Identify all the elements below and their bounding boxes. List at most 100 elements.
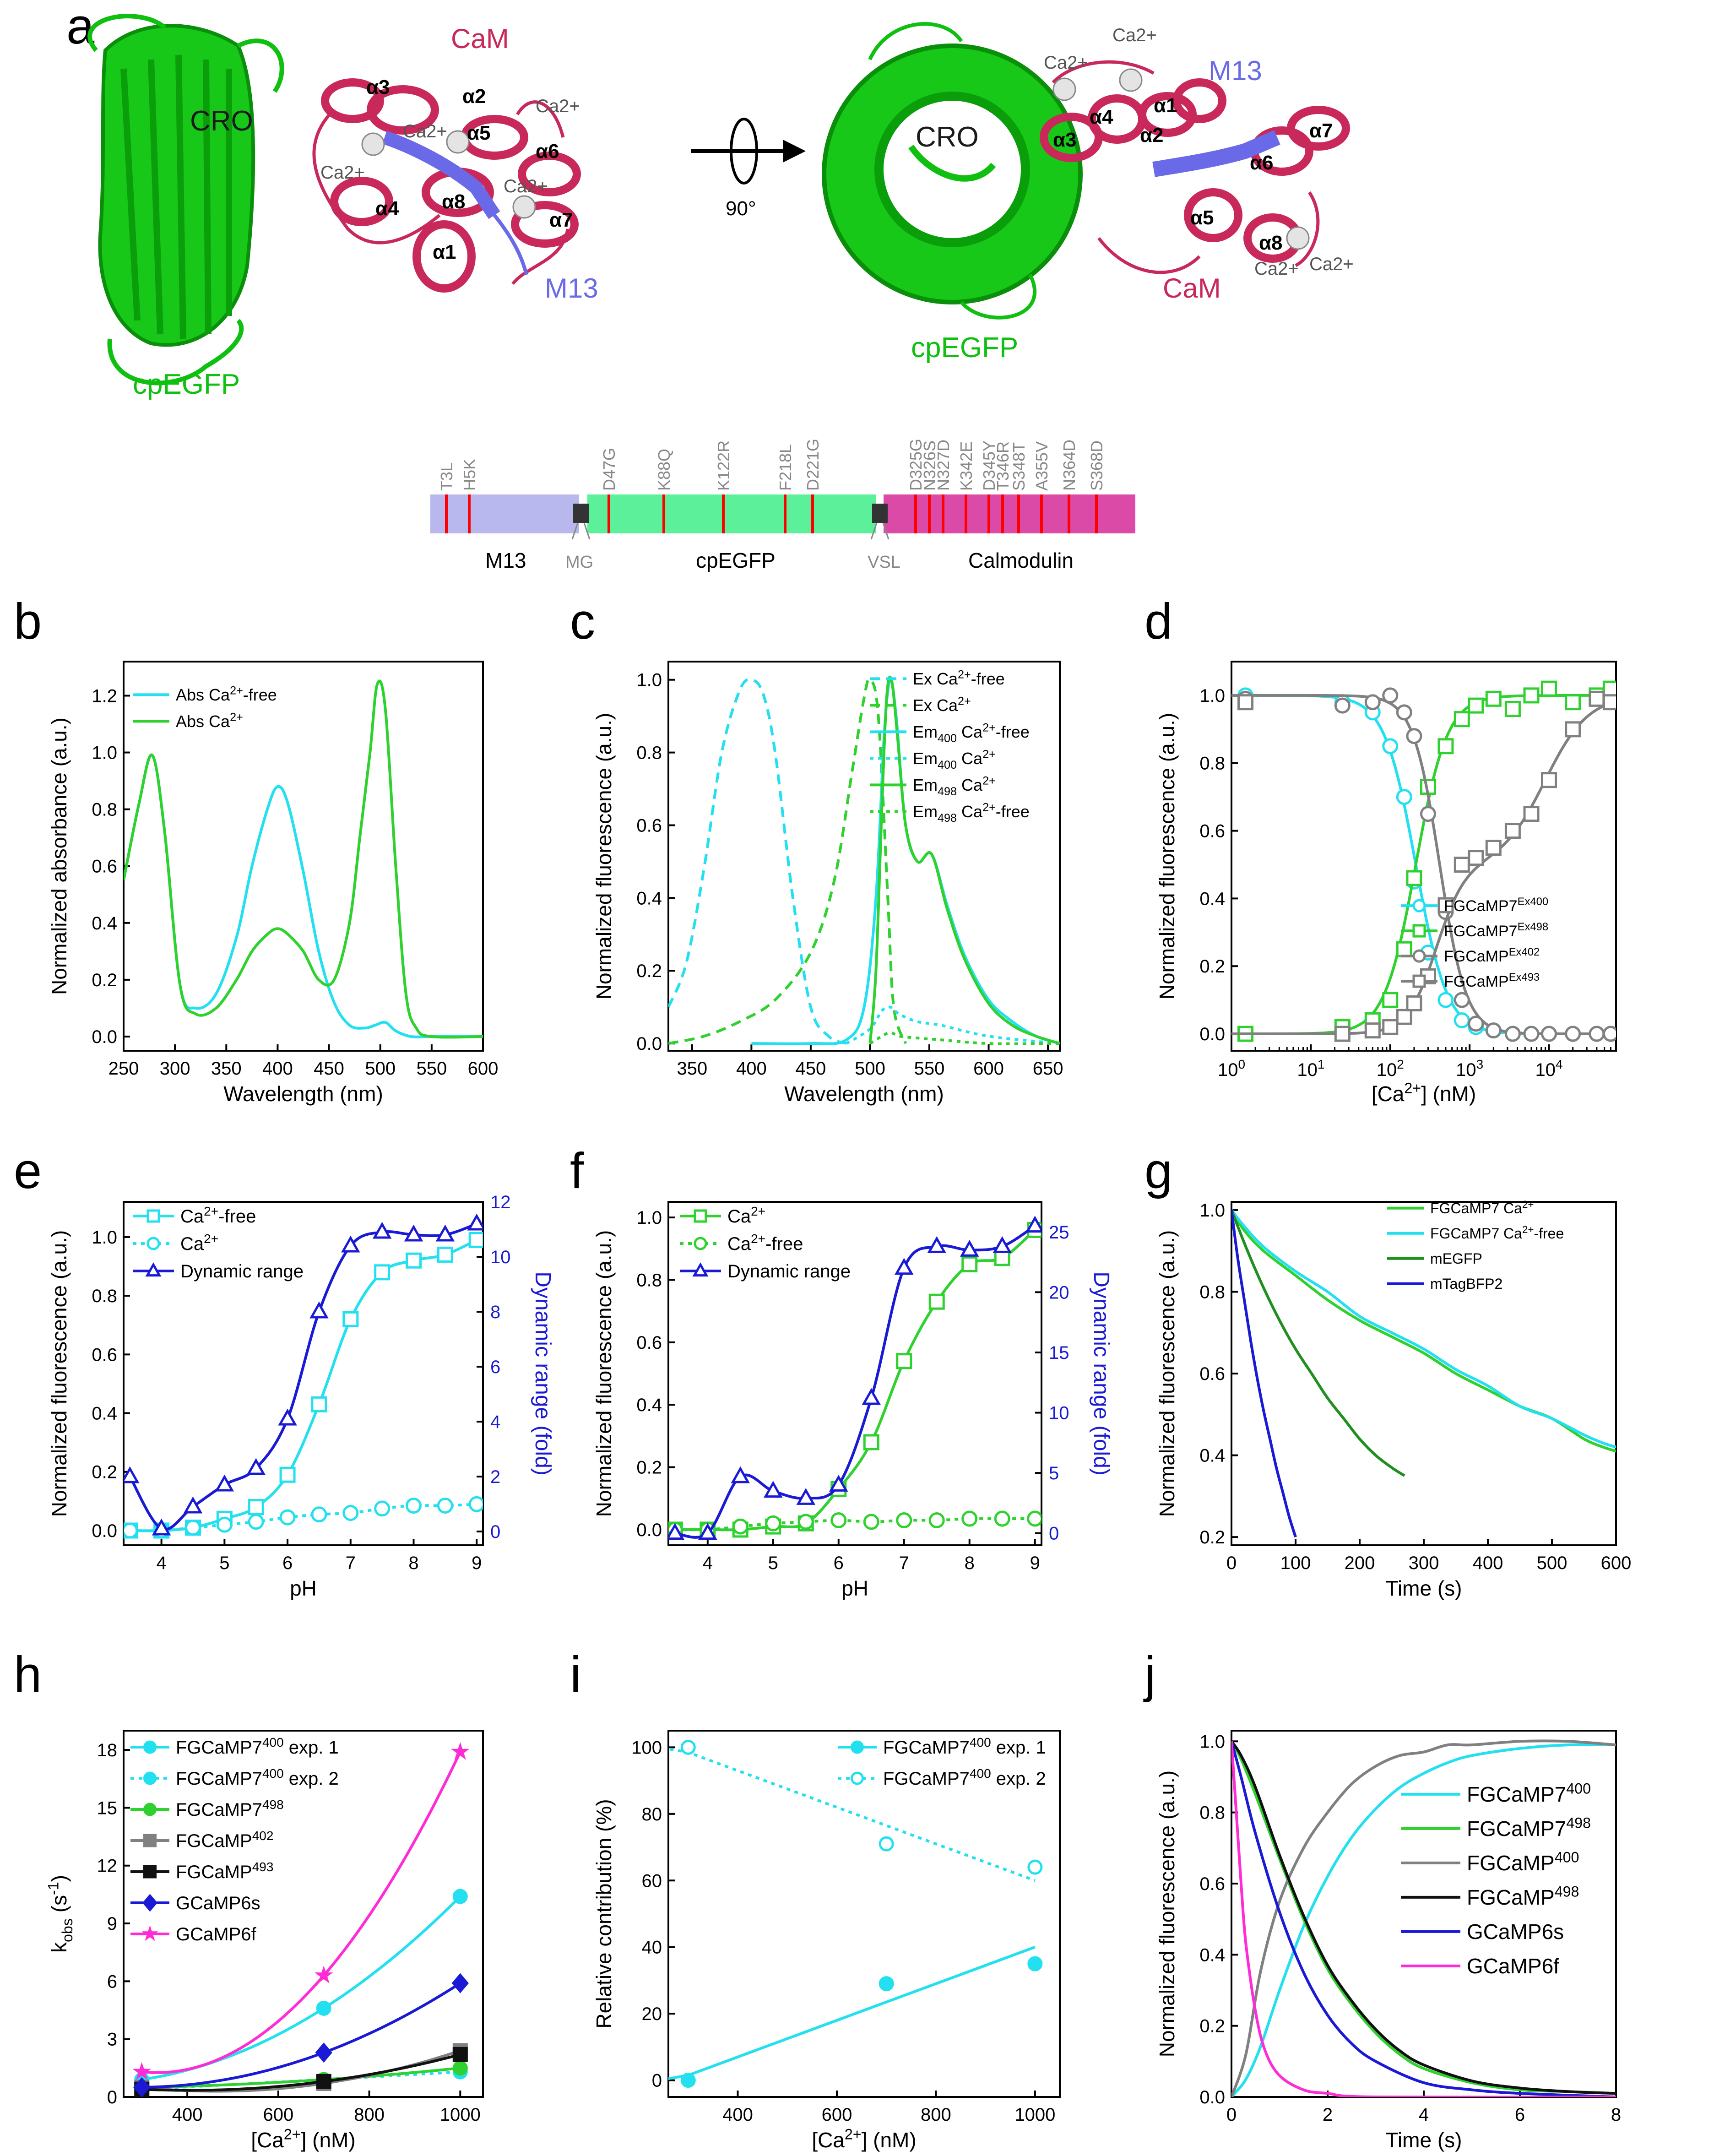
text-span: 498 (938, 785, 957, 798)
legend-label: Em498 Ca2+-free (913, 801, 1030, 825)
data-point (450, 1742, 470, 1760)
legend-label: FGCaMP7Ex400 (1444, 896, 1548, 915)
text-span: 400 (970, 1735, 991, 1749)
helix-label-right-1: α1 (1154, 94, 1177, 117)
data-point (1565, 721, 1581, 738)
x-tick-label: 104 (1535, 1057, 1562, 1080)
legend-label: FGCaMP400 (1467, 1849, 1579, 1875)
text-span: FGCaMP (1467, 1885, 1555, 1909)
data-point (452, 2047, 468, 2062)
data-point (1027, 1956, 1043, 1971)
y-tick-label: 0.8 (92, 1286, 117, 1306)
legend-marker (143, 1771, 157, 1785)
data-point (994, 1510, 1010, 1527)
panel-letter-d: d (1144, 593, 1172, 650)
m13-label-left: M13 (545, 273, 598, 304)
legend-label: Dynamic range (727, 1261, 851, 1282)
x-tick-label: 400 (736, 1059, 767, 1079)
x-axis-label: Time (s) (1386, 1576, 1462, 1600)
x-tick-label: 9 (1030, 1553, 1040, 1573)
helix-label-left-7: α7 (549, 209, 573, 231)
data-point (765, 1515, 781, 1531)
ca-ion-right-1 (1052, 77, 1076, 101)
helix-label-right-8: α8 (1259, 232, 1283, 254)
text-span: Ca (937, 696, 958, 715)
ca-label-left-2: Ca2+ (403, 121, 447, 141)
y-tick-label: 100 (631, 1738, 662, 1758)
y-tick-label: 0.6 (92, 1345, 117, 1365)
legend-label: Em400 Ca2+-free (913, 721, 1030, 745)
legend-label: FGCaMP402 (176, 1829, 273, 1851)
y-axis-label: Relative contribution (%) (592, 1799, 616, 2028)
x-axis-label: [Ca2+] (nM) (1372, 1080, 1476, 1106)
data-point (452, 2060, 468, 2076)
cro-label-left: CRO (190, 105, 253, 137)
x-tick-label: 450 (796, 1059, 826, 1079)
data-point (1454, 1012, 1470, 1028)
x-tick-label: 4 (703, 1553, 713, 1573)
text-span: FGCaMP (1444, 973, 1509, 990)
chart-panel-j: 0 2 4 6 8 0.0 0.2 0.4 0.6 0.8 1.0 Time (s) Normalize… (1155, 1730, 1621, 2152)
helix-label-left-4: α4 (375, 197, 399, 220)
y-tick-label: 12 (97, 1856, 118, 1876)
series-c-1 (668, 678, 907, 1045)
y-axis-label: Normalized fluorescence (a.u.) (592, 1230, 616, 1517)
text-span: 2+ (751, 1204, 765, 1218)
y2-tick-label: 2 (490, 1467, 500, 1487)
x-tick-label: 4 (157, 1553, 167, 1573)
calmodulin-right (1040, 60, 1350, 274)
text-span: Abs (176, 685, 209, 704)
mutation-label: D345Y (980, 440, 998, 491)
text-span: 2+ (1522, 1199, 1534, 1210)
series-d-2 (1231, 687, 1616, 1042)
text-span: Ca (180, 1234, 204, 1254)
data-point (1485, 690, 1502, 707)
panel-letter-e: e (14, 1143, 42, 1199)
y-tick-label: 0.0 (636, 1520, 662, 1540)
data-point (796, 1488, 816, 1505)
data-point (732, 1518, 749, 1535)
legend-label: FGCaMP7400 exp. 1 (176, 1735, 339, 1758)
data-point (1540, 772, 1557, 788)
x-tick-label: 0 (1226, 2105, 1237, 2125)
data-point (1406, 870, 1422, 886)
y-tick-label: 0.6 (1199, 821, 1225, 842)
series-c-0 (668, 678, 847, 1045)
x-tick-label: 600 (973, 1059, 1004, 1079)
cro-label-right: CRO (916, 121, 979, 153)
data-point (437, 1246, 453, 1263)
y-tick-label: 60 (642, 1871, 662, 1891)
legend-marker (146, 1237, 160, 1250)
data-point (1420, 806, 1436, 822)
x-tick-label: 600 (822, 2105, 852, 2125)
text-span: -free (1534, 1225, 1564, 1242)
text-span: GCaMP6f (176, 1924, 256, 1944)
series-j-1 (1231, 1740, 1616, 2095)
ca-ion-left-3 (512, 195, 536, 219)
data-point (184, 1520, 201, 1536)
text-span: ) (47, 1875, 71, 1882)
y2-tick-label: 20 (1049, 1282, 1069, 1303)
helix-label-left-8: α8 (442, 190, 466, 213)
y2-tick-label: 10 (1049, 1403, 1069, 1423)
legend-label: FGCaMPEx402 (1444, 946, 1540, 965)
text-span: 2+ (982, 748, 996, 760)
text-span: 10 (1377, 1060, 1397, 1080)
x-tick-label: 2 (1323, 2105, 1333, 2125)
data-point (124, 1522, 138, 1539)
text-span: -free (996, 802, 1030, 821)
data-point (830, 1512, 847, 1528)
data-point (763, 1481, 783, 1498)
data-point (372, 1222, 392, 1239)
data-point (1396, 789, 1412, 805)
structure-left: CRO CaM M13 cpEGFP α1 α2 α3 α4 α5 α6 α7 … (87, 14, 598, 400)
x-tick-label: 8 (408, 1553, 418, 1573)
x-tick-label: 400 (1473, 1553, 1503, 1573)
text-span: [ (812, 2128, 818, 2152)
data-point (1364, 694, 1381, 711)
series-c-5 (869, 1031, 1060, 1045)
text-span: Ca (180, 1206, 204, 1227)
mutation-label: K88Q (655, 449, 673, 491)
text-span: 0 (1238, 1057, 1245, 1071)
series-line (1231, 1209, 1405, 1477)
